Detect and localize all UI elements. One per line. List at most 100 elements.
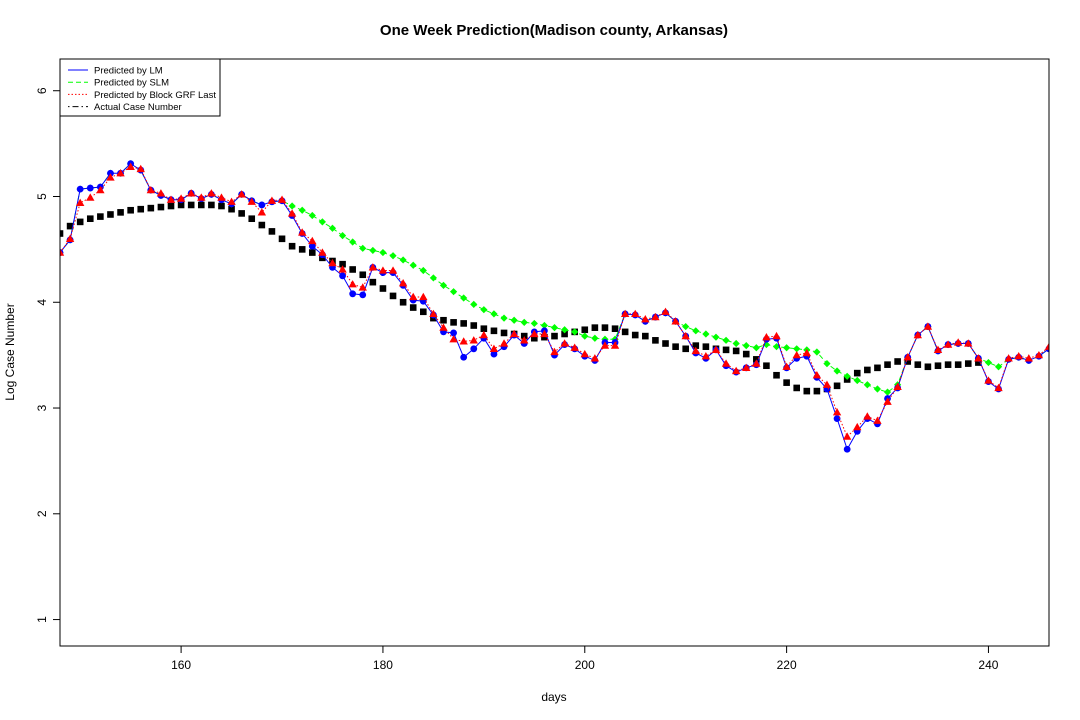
data-point: [358, 283, 367, 291]
series-line: [60, 163, 1049, 393]
data-point: [460, 353, 468, 361]
data-point: [126, 162, 135, 171]
data-point: [904, 358, 912, 365]
axes: 160 180 200 220 240 1 2 3 4 5 6: [35, 58, 1050, 672]
data-point: [591, 334, 599, 342]
data-point: [662, 340, 669, 347]
data-point: [499, 339, 509, 347]
data-point: [490, 350, 498, 358]
y-axis-label: Log Case Number: [3, 303, 17, 400]
data-point: [308, 211, 316, 220]
data-point: [459, 337, 468, 345]
plot-frame: [59, 58, 1050, 647]
x-tick-label: 240: [978, 658, 998, 672]
data-point: [268, 228, 276, 235]
data-point: [136, 164, 145, 173]
legend-label: Predicted by SLM: [94, 78, 169, 89]
legend-label: Predicted by LM: [94, 66, 163, 77]
data-point: [349, 266, 356, 273]
data-point: [934, 362, 942, 370]
data-point: [450, 319, 457, 326]
data-point: [490, 310, 498, 318]
data-point: [651, 312, 660, 321]
data-point: [368, 263, 378, 271]
data-point: [874, 364, 881, 372]
y-tick-label: 5: [35, 193, 49, 200]
data-point: [581, 326, 589, 334]
data-point: [137, 205, 145, 213]
data-point: [207, 189, 216, 197]
data-point: [732, 339, 740, 348]
data-point: [772, 343, 781, 351]
data-point: [550, 324, 559, 332]
data-point: [450, 329, 457, 337]
y-tick-label: 3: [35, 404, 49, 411]
data-point: [439, 281, 448, 289]
data-point: [176, 194, 186, 202]
data-point: [308, 242, 316, 250]
data-point: [470, 345, 478, 353]
series-predicted-by-block-grf-last: [60, 162, 1049, 440]
data-point: [520, 318, 528, 326]
data-point: [530, 329, 539, 338]
data-point: [762, 340, 771, 349]
data-point: [228, 205, 235, 213]
chart-title: One Week Prediction(Madison county, Arka…: [380, 22, 728, 39]
y-tick-label: 6: [35, 87, 49, 94]
data-point: [520, 332, 528, 340]
data-point: [267, 196, 277, 204]
data-point: [398, 279, 408, 287]
data-point: [550, 347, 559, 356]
data-point: [248, 215, 256, 223]
data-point: [561, 330, 568, 338]
x-tick-label: 180: [373, 658, 393, 672]
data-point: [642, 332, 649, 340]
data-point: [1004, 354, 1013, 362]
data-point: [783, 344, 791, 352]
data-point: [802, 348, 811, 357]
data-point: [277, 195, 287, 203]
data-point: [813, 387, 821, 395]
data-point: [449, 288, 458, 296]
data-point: [298, 246, 306, 253]
data-point: [752, 344, 760, 352]
data-point: [339, 272, 346, 280]
data-point: [752, 359, 761, 367]
data-point: [944, 361, 952, 368]
data-point: [984, 358, 993, 367]
data-point: [359, 291, 367, 299]
data-point: [560, 326, 569, 334]
data-point: [894, 358, 901, 365]
data-point: [318, 218, 326, 226]
legend-label: Actual Case Number: [94, 102, 182, 113]
data-point: [288, 242, 296, 250]
data-point: [157, 203, 165, 211]
data-point: [652, 337, 659, 344]
data-point: [328, 258, 337, 267]
data-point: [843, 372, 851, 380]
data-point: [681, 331, 690, 340]
data-point: [308, 249, 316, 256]
data-point: [884, 361, 891, 368]
data-point: [793, 345, 801, 353]
data-point: [298, 206, 306, 214]
data-point: [359, 244, 367, 252]
data-point: [349, 290, 357, 298]
data-point: [691, 346, 700, 355]
legend-label: Predicted by Block GRF Last: [94, 90, 216, 101]
data-point: [388, 266, 398, 274]
data-point: [470, 322, 478, 329]
data-point: [379, 248, 387, 257]
data-point: [943, 340, 953, 348]
data-point: [672, 343, 679, 350]
data-point: [732, 347, 740, 355]
data-point: [509, 329, 519, 338]
data-point: [166, 195, 176, 203]
data-point: [500, 329, 508, 337]
data-point: [399, 256, 407, 264]
data-point: [560, 339, 569, 347]
data-point: [429, 274, 437, 282]
x-tick-label: 160: [171, 658, 191, 672]
data-point: [914, 361, 922, 368]
data-point: [479, 330, 489, 339]
